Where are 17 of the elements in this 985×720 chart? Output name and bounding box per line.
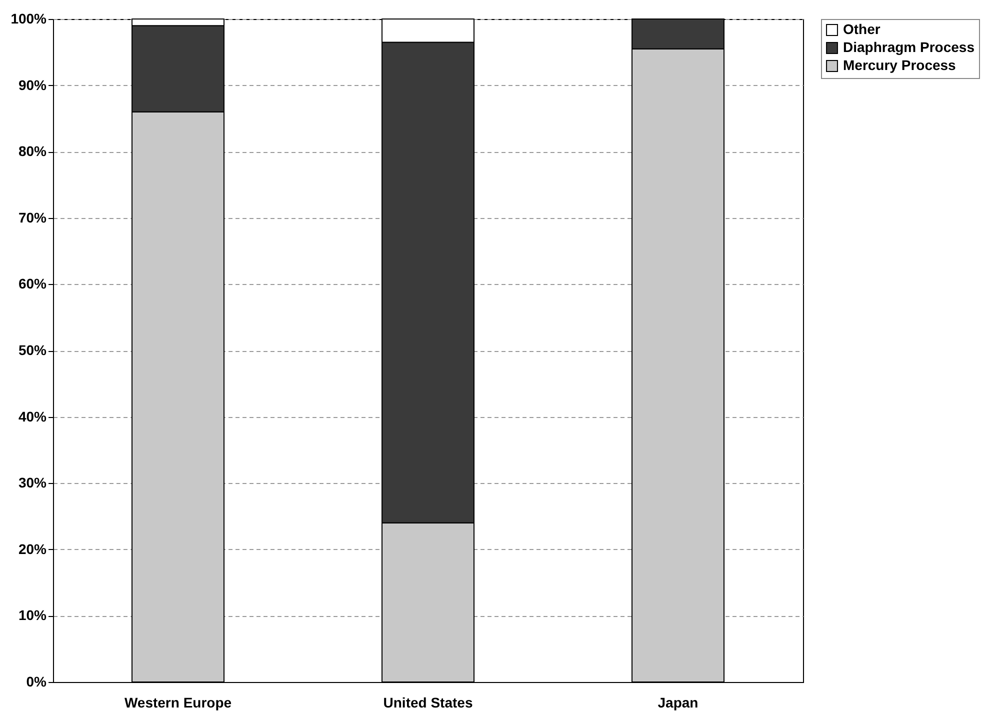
y-tick-label: 80% bbox=[18, 143, 48, 160]
y-tick-label: 20% bbox=[18, 540, 48, 557]
y-tick-label: 30% bbox=[18, 474, 48, 491]
x-tick-label: Western Europe bbox=[124, 694, 232, 710]
y-tick-label: 60% bbox=[18, 276, 48, 292]
y-tick-label: 70% bbox=[18, 209, 48, 226]
y-tick-label: 10% bbox=[18, 607, 48, 624]
y-tick-label: 50% bbox=[18, 342, 48, 358]
y-tick-label: 40% bbox=[18, 408, 48, 424]
legend-label: Other bbox=[843, 21, 881, 37]
x-tick-label: Japan bbox=[658, 694, 698, 710]
y-tick-label: 100% bbox=[10, 10, 48, 26]
x-tick-label: United States bbox=[383, 694, 473, 710]
y-tick-label: 0% bbox=[26, 674, 48, 690]
legend-label: Mercury Process bbox=[843, 57, 956, 73]
legend-label: Diaphragm Process bbox=[843, 39, 975, 55]
y-tick-label: 90% bbox=[18, 76, 48, 93]
